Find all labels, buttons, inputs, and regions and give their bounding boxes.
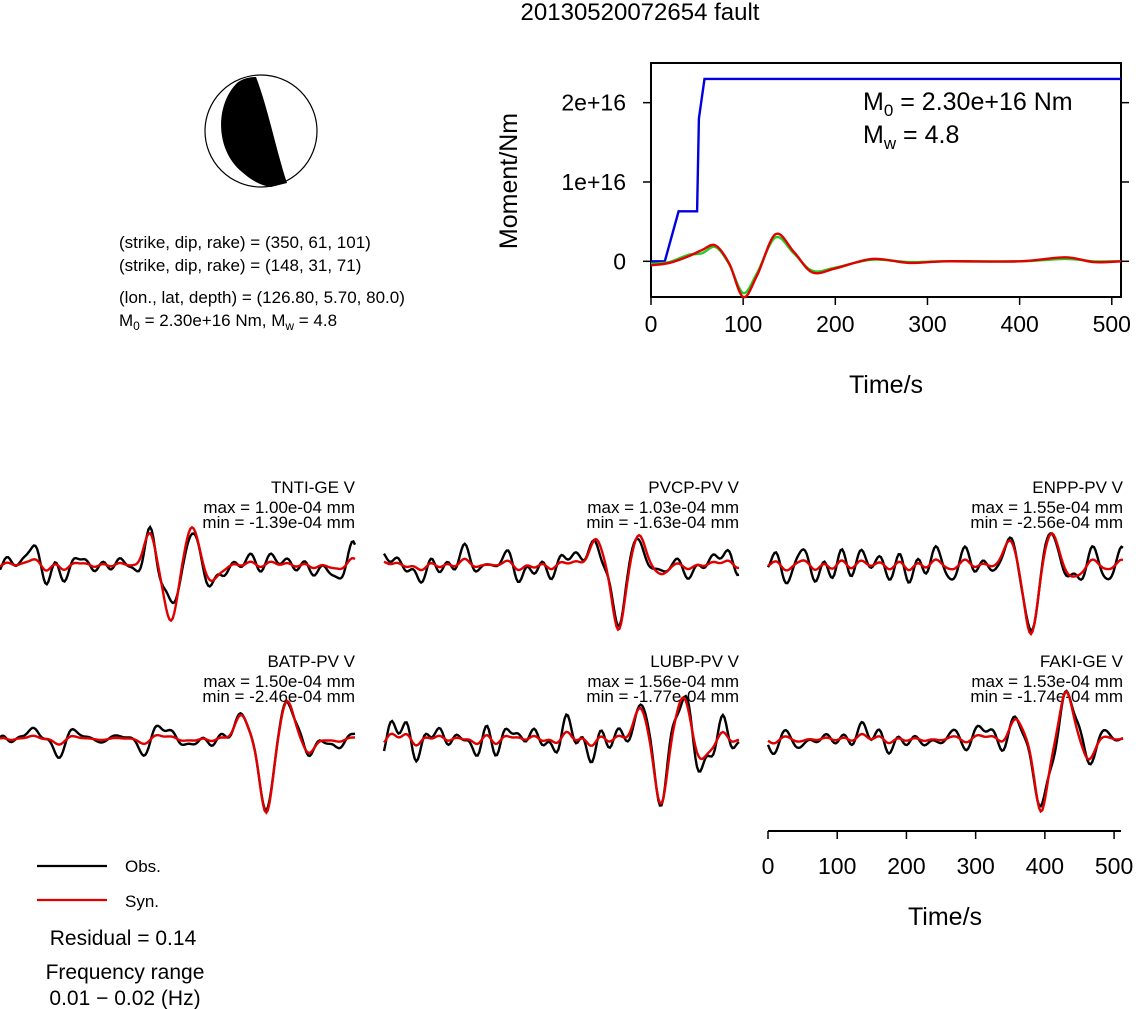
moment-plot-m0-annotation: M0 = 2.30e+16 Nm <box>863 88 1073 120</box>
moment-xtick-label: 300 <box>908 311 946 337</box>
moment-xtick-label: 500 <box>1093 311 1131 337</box>
mechanism-moment: M0 = 2.30e+16 Nm, Mw = 4.8 <box>119 311 337 333</box>
station-min: min = -2.46e-04 mm <box>202 687 355 706</box>
legend: Obs. Syn. <box>37 857 161 911</box>
moment-xtick-label: 100 <box>724 311 762 337</box>
moment-plot-axes: 0 100 200 300 400 500 0 1e+16 2e+16 <box>561 90 1131 337</box>
frequency-range-title: Frequency range <box>46 961 205 984</box>
beachball-compressional-lobe <box>221 77 287 187</box>
legend-syn-label: Syn. <box>125 892 159 911</box>
beachball <box>204 74 318 188</box>
moment-plot-lines <box>650 77 1122 299</box>
station-name: ENPP-PV V <box>1032 478 1123 497</box>
station-name: FAKI-GE V <box>1040 652 1124 671</box>
station-max: max = 1.55e-04 mm <box>971 498 1123 517</box>
moment-xtick-label: 400 <box>1000 311 1038 337</box>
station-max: max = 1.53e-04 mm <box>971 672 1123 691</box>
waveform-xtick-label: 0 <box>762 853 775 879</box>
station-min: min = -2.56e-04 mm <box>970 513 1123 532</box>
station-name: BATP-PV V <box>267 652 355 671</box>
synthetic-waveform <box>0 699 356 815</box>
moment-plot-ylabel: Moment/Nm <box>495 113 523 249</box>
waveform-xtick-label: 400 <box>1026 853 1064 879</box>
station-max: max = 1.50e-04 mm <box>203 672 355 691</box>
moment-cumulative-line <box>651 77 1121 263</box>
station-min: min = -1.77e-04 mm <box>586 687 739 706</box>
observed-waveform <box>382 694 740 807</box>
moment-ytick-label: 0 <box>613 248 626 274</box>
moment-rate-green-line <box>650 235 1122 295</box>
waveform-xtick-label: 200 <box>887 853 925 879</box>
moment-rate-red-line <box>650 232 1122 299</box>
station-max: max = 1.03e-04 mm <box>587 498 739 517</box>
synthetic-waveform <box>383 533 740 632</box>
station-min: min = -1.74e-04 mm <box>970 687 1123 706</box>
moment-ytick-label: 1e+16 <box>561 169 626 195</box>
frequency-range-value: 0.01 − 0.02 (Hz) <box>49 987 200 1009</box>
moment-plot: 0 100 200 300 400 500 0 1e+16 2e+16 Moment/Nm Ti… <box>495 62 1131 399</box>
figure-title: 20130520072654 fault <box>521 0 760 26</box>
moment-plot-xlabel: Time/s <box>849 371 923 399</box>
station-name: TNTI-GE V <box>271 478 356 497</box>
station-name: LUBP-PV V <box>650 652 739 671</box>
station-min: min = -1.63e-04 mm <box>586 513 739 532</box>
station-max: max = 1.56e-04 mm <box>587 672 739 691</box>
observed-waveform <box>0 700 356 812</box>
legend-obs-label: Obs. <box>125 857 161 876</box>
waveform-xtick-label: 300 <box>956 853 994 879</box>
waveform-xtick-label: 100 <box>818 853 856 879</box>
observed-waveform <box>766 689 1124 808</box>
mechanism-location: (lon., lat, depth) = (126.80, 5.70, 80.0… <box>119 288 405 307</box>
moment-xtick-label: 0 <box>645 311 658 337</box>
station-max: max = 1.00e-04 mm <box>203 498 355 517</box>
synthetic-waveform <box>767 690 1124 814</box>
observed-waveform <box>766 531 1124 633</box>
synthetic-waveform <box>767 531 1124 637</box>
synthetic-waveform <box>0 525 356 623</box>
waveform-time-axis: Time/s 0 100 200 300 400 500 <box>762 830 1133 931</box>
moment-plot-frame <box>650 62 1122 298</box>
station-min: min = -1.39e-04 mm <box>202 513 355 532</box>
synthetic-waveform <box>383 696 740 805</box>
moment-xtick-label: 200 <box>816 311 854 337</box>
waveform-axis-xlabel: Time/s <box>908 903 982 931</box>
observed-waveform <box>382 537 740 628</box>
mechanism-plane-1: (strike, dip, rake) = (350, 61, 101) <box>119 233 371 252</box>
residual-text: Residual = 0.14 <box>50 927 197 950</box>
waveform-xtick-label: 500 <box>1095 853 1133 879</box>
moment-ytick-label: 2e+16 <box>561 90 626 116</box>
station-name: PVCP-PV V <box>648 478 739 497</box>
mechanism-plane-2: (strike, dip, rake) = (148, 31, 71) <box>119 256 361 275</box>
moment-plot-mw-annotation: Mw = 4.8 <box>863 121 959 153</box>
